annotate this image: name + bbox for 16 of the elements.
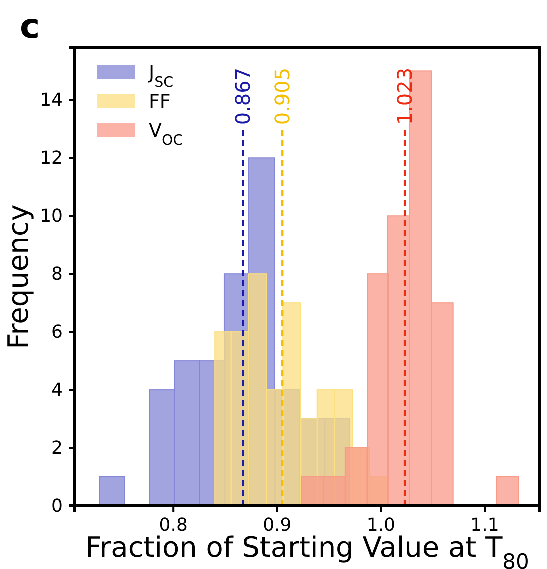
- ref-line-label: 0.905: [270, 68, 295, 126]
- y-axis-title: Frequency: [2, 204, 35, 350]
- y-tick-label: 2: [52, 438, 63, 459]
- y-tick-label: 14: [40, 90, 63, 111]
- y-tick-label: 4: [52, 380, 63, 401]
- legend-label: FF: [149, 91, 171, 113]
- ref-line-label: 1.023: [393, 68, 418, 126]
- ref-line-label: 0.867: [231, 68, 256, 126]
- y-tick-label: 0: [52, 496, 63, 517]
- y-tick-label: 8: [52, 264, 63, 285]
- legend-label: V$_{OC}$: [149, 120, 184, 149]
- chart-title: c: [20, 7, 40, 47]
- legend-label: J$_{SC}$: [148, 62, 174, 91]
- y-tick-label: 12: [40, 148, 63, 169]
- y-tick-label: 10: [40, 206, 63, 227]
- y-tick-label: 6: [52, 322, 63, 343]
